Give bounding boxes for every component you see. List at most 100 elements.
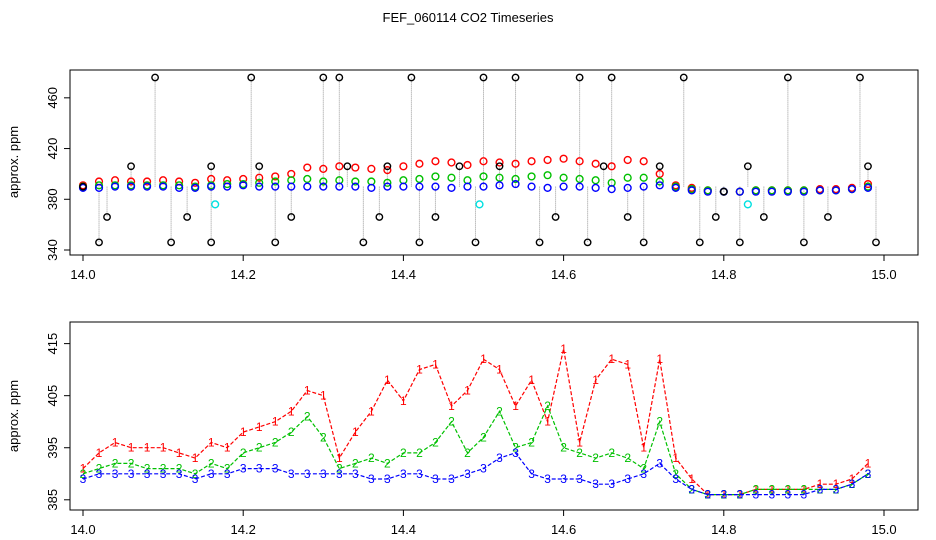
bottom-point-label-3: 3 <box>400 467 407 481</box>
top-point-black <box>511 73 520 82</box>
top-point-red <box>367 164 376 173</box>
bottom-point-label-1: 1 <box>464 383 471 397</box>
bottom-point-label-2: 2 <box>448 415 455 429</box>
bottom-point-label-2: 2 <box>688 482 695 496</box>
top-point-blue <box>495 181 504 190</box>
bottom-point-label-2: 2 <box>656 415 663 429</box>
bottom-plot-frame <box>69 321 919 511</box>
bottom-point-label-2: 2 <box>785 482 792 496</box>
bottom-point-label-1: 1 <box>400 394 407 408</box>
bottom-point-label-2: 2 <box>272 436 279 450</box>
bottom-point-label-1: 1 <box>176 446 183 460</box>
top-point-black <box>247 73 256 82</box>
top-point-red <box>319 164 328 173</box>
top-point-blue <box>463 182 472 191</box>
bottom-point-label-1: 1 <box>384 373 391 387</box>
bottom-point-label-2: 2 <box>112 456 119 470</box>
top-point-black <box>343 162 352 171</box>
bottom-point-label-2: 2 <box>224 462 231 476</box>
bottom-point-label-1: 1 <box>432 357 439 371</box>
top-point-black <box>607 73 616 82</box>
top-point-black <box>824 213 832 221</box>
top-point-black <box>127 162 135 171</box>
bottom-point-label-3: 3 <box>304 467 311 481</box>
top-point-black <box>856 73 864 82</box>
bottom-point-label-1: 1 <box>80 462 87 476</box>
top-point-black <box>599 162 608 171</box>
top-point-black <box>455 162 464 171</box>
bottom-point-label-1: 1 <box>672 451 679 465</box>
bottom-point-label-1: 1 <box>448 399 455 413</box>
top-point-black <box>207 238 216 247</box>
bottom-point-label-2: 2 <box>640 462 647 476</box>
bottom-point-label-2: 2 <box>849 477 856 491</box>
bottom-point-label-3: 3 <box>320 467 327 481</box>
bottom-point-label-3: 3 <box>352 467 359 481</box>
bottom-point-label-3: 3 <box>384 472 391 486</box>
top-point-black <box>479 73 488 82</box>
top-point-red <box>351 163 360 172</box>
top-point-blue <box>110 182 120 191</box>
top-point-blue <box>207 182 216 191</box>
bottom-point-label-3: 3 <box>656 456 663 470</box>
bottom-point-label-3: 3 <box>96 467 103 481</box>
top-point-black <box>207 162 216 171</box>
bottom-point-label-1: 1 <box>208 436 215 450</box>
bottom-xtick-label: 14.4 <box>391 522 416 537</box>
top-point-blue <box>639 182 648 191</box>
bottom-point-label-3: 3 <box>817 482 824 496</box>
top-point-blue <box>543 183 552 192</box>
top-point-blue <box>399 182 408 191</box>
bottom-point-label-2: 2 <box>304 410 311 424</box>
bottom-point-label-1: 1 <box>817 477 824 491</box>
top-point-black <box>639 238 648 247</box>
bottom-point-label-3: 3 <box>272 462 279 476</box>
top-point-black <box>359 238 368 247</box>
top-point-cyan <box>211 200 220 209</box>
top-point-blue <box>175 183 184 192</box>
top-ytick-label: 340 <box>45 239 60 261</box>
bottom-point-label-2: 2 <box>576 446 583 460</box>
bottom-ytick-label: 385 <box>45 489 60 511</box>
bottom-point-label-2: 2 <box>432 436 439 450</box>
bottom-point-label-1: 1 <box>496 363 503 377</box>
bottom-point-label-1: 1 <box>288 404 295 418</box>
top-point-blue <box>703 187 712 196</box>
bottom-point-label-1: 1 <box>480 352 487 366</box>
top-point-black <box>551 213 560 221</box>
bottom-point-label-1: 1 <box>688 472 695 486</box>
top-xtick-label: 15.0 <box>871 267 896 282</box>
bottom-point-label-3: 3 <box>769 488 776 502</box>
bottom-point-label-1: 1 <box>512 399 519 413</box>
bottom-point-label-1: 1 <box>160 441 167 455</box>
top-point-green <box>511 174 520 184</box>
top-point-blue <box>655 181 664 190</box>
bottom-point-label-1: 1 <box>96 446 103 460</box>
top-point-black <box>431 213 440 221</box>
bottom-point-label-2: 2 <box>368 451 375 465</box>
top-point-green <box>303 174 312 184</box>
top-point-red <box>543 155 552 165</box>
bottom-series-line-3 <box>82 452 869 496</box>
top-point-red <box>126 177 136 186</box>
bottom-series-line-1 <box>82 348 869 496</box>
bottom-point-label-1: 1 <box>849 472 856 486</box>
top-x-axis: 14.0 14.2 14.4 14.6 14.8 15.0 <box>70 255 897 282</box>
top-point-black <box>719 187 728 196</box>
top-plot-frame <box>69 69 919 256</box>
bottom-x-axis: 14.0 14.2 14.4 14.6 14.8 15.0 <box>70 510 897 537</box>
top-point-black <box>800 238 808 247</box>
bottom-point-label-1: 1 <box>624 357 631 371</box>
top-point-blue <box>623 183 632 192</box>
bottom-point-label-1: 1 <box>336 451 343 465</box>
bottom-point-label-3: 3 <box>640 467 647 481</box>
top-point-green <box>479 172 488 181</box>
top-point-blue <box>559 182 568 191</box>
top-point-green <box>175 181 184 190</box>
top-point-blue <box>319 182 328 191</box>
bottom-series-line-2 <box>82 404 869 496</box>
top-xtick-label: 14.0 <box>70 267 95 282</box>
top-point-green <box>575 174 584 184</box>
top-point-blue <box>671 183 680 192</box>
